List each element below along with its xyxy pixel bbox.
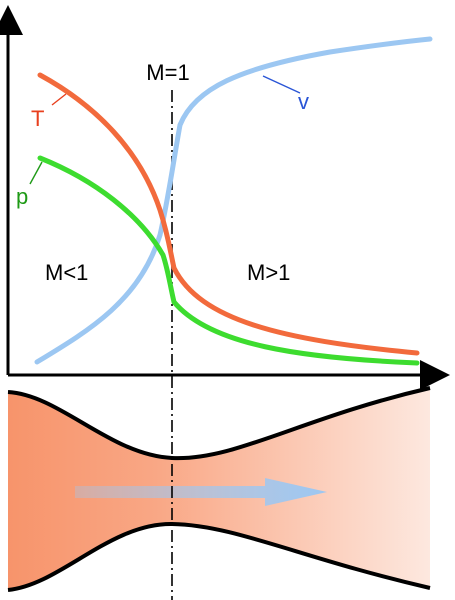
velocity-leader (262, 75, 301, 94)
pressure-label: p (16, 184, 28, 209)
temperature-curve (37, 72, 420, 356)
flow-arrow (75, 478, 327, 506)
pressure-curve (37, 155, 420, 366)
supersonic-label: M>1 (247, 260, 290, 285)
nozzle-wall-top (7, 386, 431, 461)
subsonic-label: M<1 (45, 260, 88, 285)
nozzle-wall-bottom (7, 521, 431, 592)
temperature-leader (51, 93, 67, 106)
temperature-label: T (31, 106, 44, 131)
velocity-curve (34, 36, 433, 365)
pressure-leader (29, 161, 43, 185)
velocity-label: v (298, 89, 309, 114)
mach-one-label: M=1 (146, 60, 189, 85)
